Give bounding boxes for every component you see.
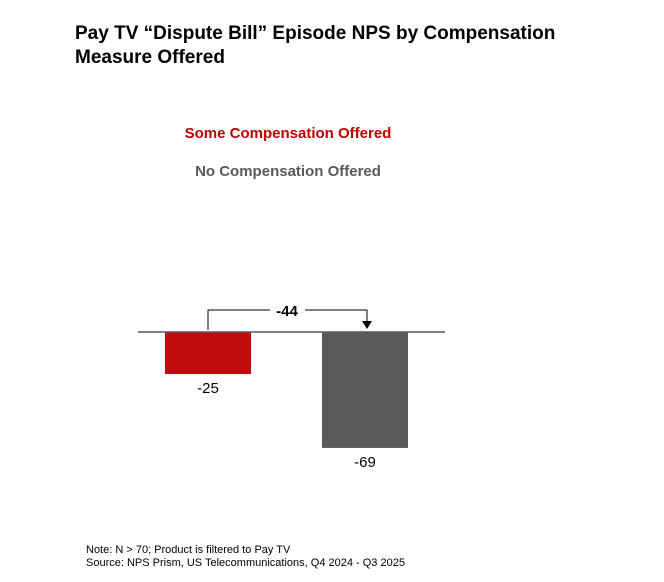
data-label: -69 — [354, 454, 376, 471]
bar-some-compensation — [165, 332, 251, 374]
difference-bracket: -44 — [207, 303, 372, 330]
bar-no-compensation — [322, 332, 408, 448]
footnote-source: Source: NPS Prism, US Telecommunications… — [86, 557, 405, 569]
footnote-note: Note: N > 70; Product is filtered to Pay… — [86, 544, 291, 556]
data-label: -25 — [197, 380, 219, 397]
arrow-down-icon — [362, 321, 372, 329]
legend-no-compensation: No Compensation Offered — [195, 163, 381, 180]
legend-some-compensation: Some Compensation Offered — [184, 125, 392, 142]
chart-title: Pay TV “Dispute Bill” Episode NPS by Com… — [75, 23, 556, 68]
difference-label: -44 — [276, 303, 298, 320]
